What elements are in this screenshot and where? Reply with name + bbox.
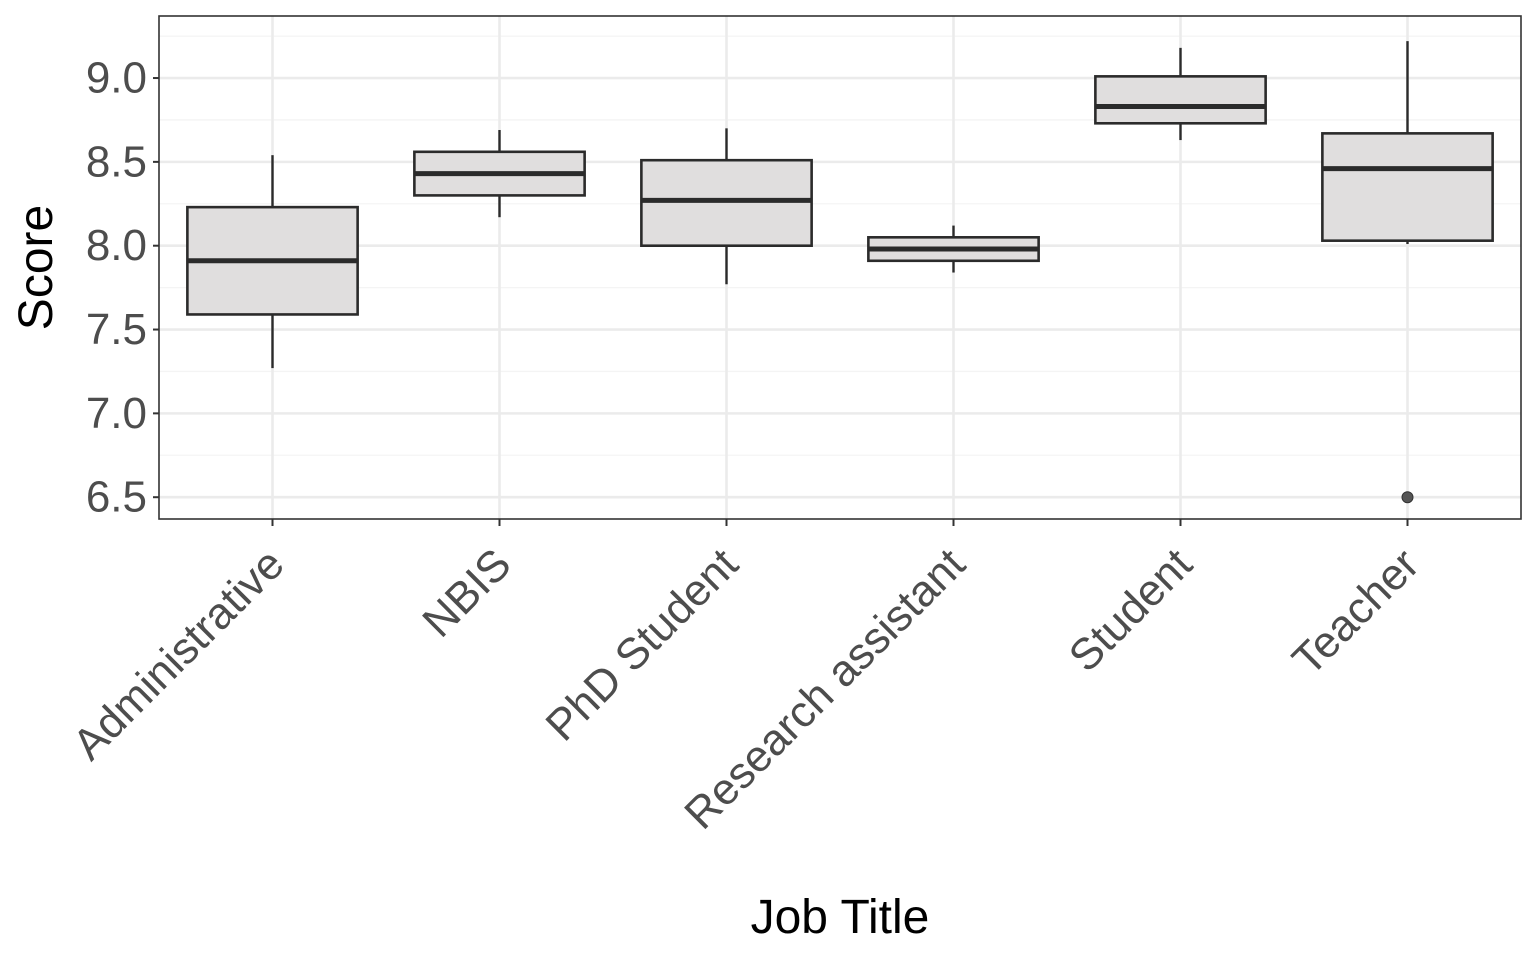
- y-tick-label: 7.0: [86, 389, 147, 438]
- outlier-point: [1401, 491, 1414, 504]
- box-iqr: [1094, 75, 1267, 125]
- box-iqr: [640, 158, 813, 248]
- box-group-student: [1094, 47, 1267, 141]
- x-axis-title: Job Title: [751, 891, 930, 944]
- y-axis-title: Score: [10, 205, 63, 330]
- box-group-phd-student: [640, 128, 813, 285]
- y-tick-label: 8.0: [86, 221, 147, 270]
- box-group-teacher: [1321, 41, 1494, 504]
- panel-border: [158, 15, 1522, 520]
- y-tick-label: 8.5: [86, 137, 147, 186]
- y-tick-label: 9.0: [86, 54, 147, 103]
- y-tick-label: 7.5: [86, 305, 147, 354]
- box-group-administrative: [186, 155, 359, 369]
- y-tick-label: 6.5: [86, 473, 147, 522]
- box-iqr: [1321, 132, 1494, 242]
- box-group-nbis: [413, 130, 586, 218]
- box-group-research-assistant: [867, 225, 1040, 273]
- y-axis: 6.5 7.0 7.5 8.0 8.5 9.0: [86, 54, 159, 522]
- boxes-layer: [186, 41, 1494, 504]
